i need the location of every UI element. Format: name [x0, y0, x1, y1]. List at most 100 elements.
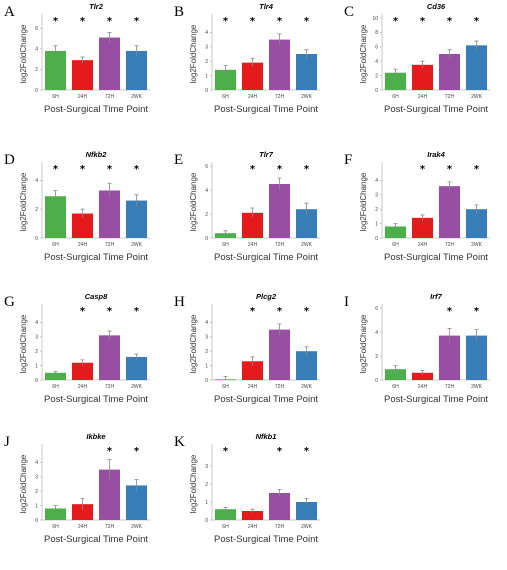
bar-2wk — [295, 54, 318, 90]
error-bar — [250, 57, 255, 67]
y-axis-label: log2FoldChange — [359, 24, 368, 83]
x-tick-label: 6H — [222, 524, 229, 530]
y-tick-label: 4 — [205, 30, 208, 36]
significance-star: * — [447, 306, 453, 317]
error-bar — [107, 182, 112, 198]
y-tick-label: 6 — [205, 164, 208, 170]
panel-f: F Irak4 0 1 2 3 4 6H 24H * 72H * 2WK * log2FoldChange P… — [344, 150, 490, 263]
bar-2wk — [125, 50, 148, 90]
panel-title: Irak4 — [427, 150, 445, 159]
error-bar — [134, 194, 139, 207]
bar-24h — [411, 64, 434, 90]
y-tick-label: 0 — [375, 378, 378, 384]
y-axis-label: log2FoldChange — [19, 172, 28, 231]
y-tick-label: 2 — [205, 482, 208, 488]
bar-72h — [98, 469, 121, 520]
bar-2wk — [295, 502, 318, 520]
x-tick-label: 6H — [392, 242, 399, 248]
y-tick-label: 0 — [35, 236, 38, 242]
error-bar — [304, 202, 309, 216]
x-tick-label: 2WK — [301, 94, 313, 100]
y-tick-label: 2 — [205, 59, 208, 65]
significance-star: * — [107, 306, 113, 317]
x-tick-label: 6H — [392, 94, 399, 100]
significance-star: * — [393, 16, 399, 27]
panel-title: Tlr7 — [259, 150, 274, 159]
error-bar — [447, 49, 452, 59]
error-bar — [223, 65, 228, 75]
panel-i: I Irf7 0 2 4 6 6H 24H 72H * 2WK * log2FoldChange Post… — [344, 292, 490, 405]
error-bar — [223, 507, 228, 511]
x-tick-label: 24H — [418, 384, 428, 390]
x-axis-label: Post-Surgical Time Point — [384, 394, 488, 405]
error-bar — [393, 365, 398, 373]
error-bar — [474, 329, 479, 342]
significance-star: * — [474, 16, 480, 27]
error-bar — [277, 489, 282, 497]
panel-g: G Casp8 0 1 2 3 4 6H 24H * 72H * 2WK * log2FoldChange P… — [4, 292, 150, 405]
x-tick-label: 2WK — [301, 524, 313, 530]
x-tick-label: 72H — [445, 242, 455, 248]
error-bar — [223, 230, 228, 236]
panel-a: A Tlr2 0 2 4 6 6H * 24H * 72H * 2WK * log2FoldChange Po… — [4, 2, 150, 115]
bar-2wk — [295, 351, 318, 380]
y-tick-label: 6 — [35, 26, 38, 32]
panel-letter: A — [4, 4, 15, 20]
x-tick-label: 72H — [275, 384, 285, 390]
significance-star: * — [53, 16, 59, 27]
x-tick-label: 2WK — [131, 242, 143, 248]
y-tick-label: 1 — [205, 73, 208, 79]
significance-star: * — [80, 164, 86, 175]
x-tick-label: 6H — [52, 94, 59, 100]
error-bar — [304, 346, 309, 356]
error-bar — [53, 45, 58, 57]
panel-e: E Tlr7 0 2 4 6 6H 24H * 72H * 2WK * log2FoldChange Pos… — [174, 150, 320, 263]
significance-star: * — [304, 16, 310, 27]
error-bar — [80, 56, 85, 64]
panel-letter: D — [4, 152, 15, 168]
panel-b: B Tlr4 0 1 2 3 4 6H * 24H * 72H * 2WK * log2FoldChange P… — [174, 2, 320, 115]
x-tick-label: 72H — [275, 94, 285, 100]
panel-d: D Nfkb2 0 2 4 6H * 24H * 72H * 2WK * log2FoldChange Po… — [4, 150, 150, 263]
x-tick-label: 2WK — [471, 94, 483, 100]
panel-letter: K — [174, 434, 185, 450]
significance-star: * — [80, 16, 86, 27]
error-bar — [474, 40, 479, 50]
y-tick-label: 2 — [375, 73, 378, 79]
error-bar — [277, 33, 282, 46]
y-tick-label: 6 — [375, 306, 378, 312]
error-bar — [277, 323, 282, 336]
significance-star: * — [223, 446, 229, 457]
error-bar — [53, 190, 58, 202]
x-tick-label: 24H — [78, 242, 88, 248]
significance-star: * — [107, 16, 113, 27]
x-tick-label: 24H — [418, 242, 428, 248]
bar-6h — [44, 372, 67, 380]
bar-6h — [214, 233, 237, 238]
significance-star: * — [134, 164, 140, 175]
y-axis-label: log2FoldChange — [19, 454, 28, 513]
error-bar — [107, 32, 112, 43]
significance-star: * — [420, 164, 426, 175]
y-axis-label: log2FoldChange — [189, 24, 198, 83]
y-tick-label: 2 — [35, 67, 38, 73]
significance-star: * — [277, 16, 283, 27]
x-tick-label: 72H — [445, 384, 455, 390]
error-bar — [53, 505, 58, 512]
significance-star: * — [474, 164, 480, 175]
y-axis-label: log2FoldChange — [189, 454, 198, 513]
x-tick-label: 2WK — [471, 384, 483, 390]
bar-6h — [44, 50, 67, 90]
y-axis-label: log2FoldChange — [189, 314, 198, 373]
y-tick-label: 4 — [205, 188, 208, 194]
significance-star: * — [250, 16, 256, 27]
x-tick-label: 6H — [222, 94, 229, 100]
panel-k: K Nfkb1 0 1 2 3 6H * 24H 72H * 2WK * log2FoldChange Po… — [174, 432, 320, 545]
x-axis-label: Post-Surgical Time Point — [44, 252, 148, 263]
error-bar — [277, 177, 282, 190]
y-tick-label: 2 — [375, 207, 378, 213]
bar-72h — [268, 329, 291, 380]
y-axis-label: log2FoldChange — [359, 172, 368, 231]
x-tick-label: 24H — [418, 94, 428, 100]
y-tick-label: 4 — [35, 320, 38, 326]
